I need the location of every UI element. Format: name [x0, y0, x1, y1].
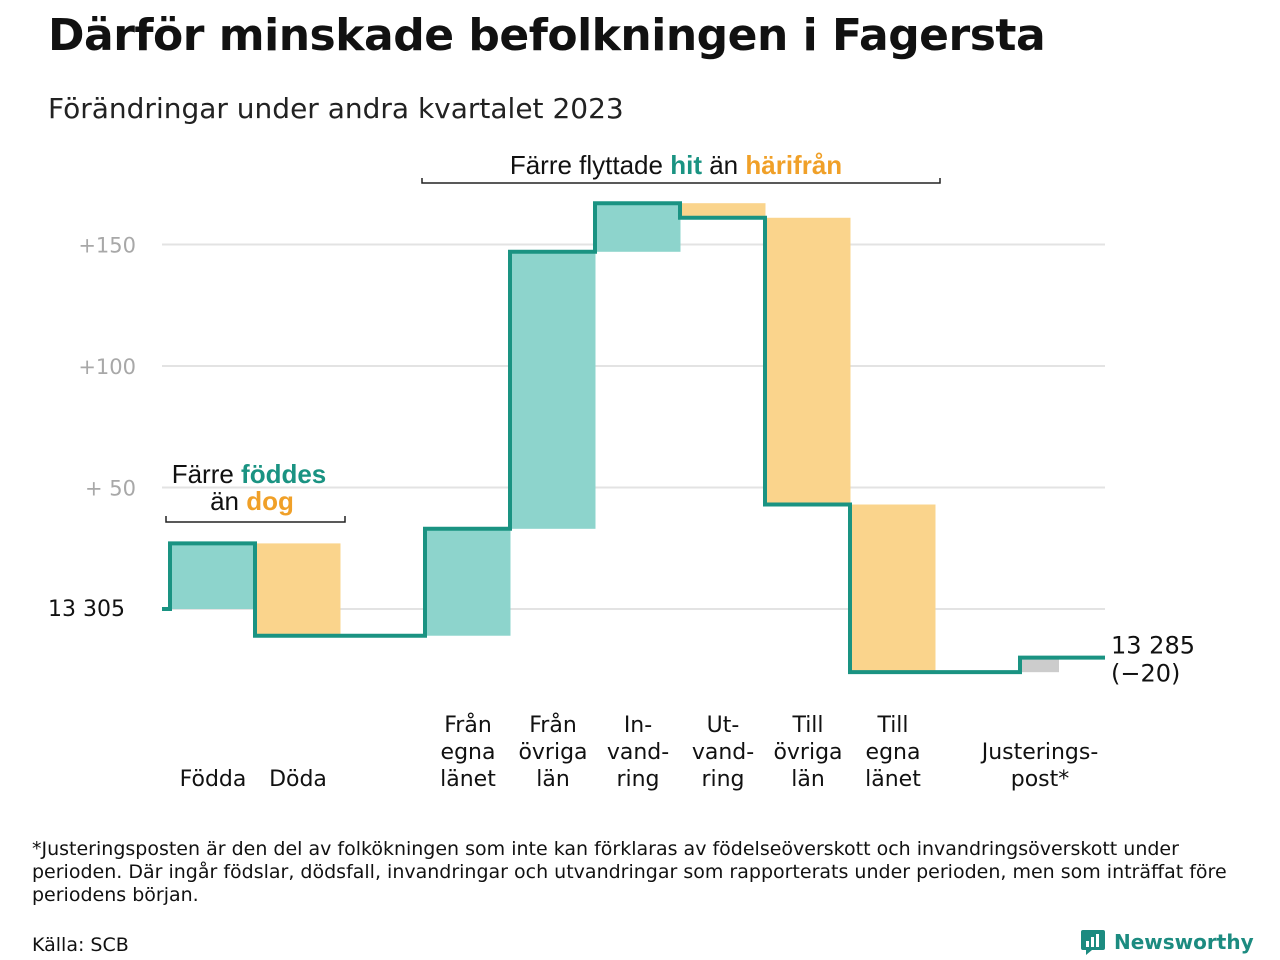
- category-label: Ut-: [707, 713, 740, 738]
- category-label: län: [791, 767, 825, 792]
- category-label: Justerings-: [980, 740, 1099, 765]
- newsworthy-logo-icon: [1081, 930, 1105, 955]
- bar-1: [170, 543, 256, 609]
- footnote: *Justeringsposten är den del av folkökni…: [32, 838, 1227, 906]
- annotation-part: dog: [246, 486, 294, 516]
- category-label: Till: [876, 713, 908, 738]
- category-label: vand-: [692, 740, 754, 765]
- category-label: övriga: [773, 740, 842, 765]
- bar-4: [510, 251, 596, 529]
- category-label: Födda: [180, 767, 247, 792]
- source-label: Källa: SCB: [32, 934, 129, 956]
- bar-5: [595, 203, 681, 252]
- bar-7: [765, 217, 851, 505]
- bar-9: [1021, 657, 1059, 673]
- category-label: länet: [865, 767, 921, 792]
- start-value-label: 13 305: [48, 597, 125, 622]
- y-tick-label: +100: [78, 355, 136, 379]
- category-label: Från: [444, 712, 492, 738]
- category-label: post*: [1011, 767, 1070, 792]
- end-value-label: 13 285: [1111, 632, 1195, 660]
- annotation-part: Färre flyttade: [510, 150, 670, 180]
- annotation-births-bracket: [165, 516, 346, 523]
- category-label: ring: [701, 767, 744, 792]
- bar-6: [680, 203, 766, 218]
- category-label: In-: [624, 713, 652, 738]
- bar-8: [850, 504, 936, 673]
- bars-group: [170, 203, 1059, 673]
- bar-2: [255, 543, 341, 636]
- category-label: Från: [529, 712, 577, 738]
- category-label: övriga: [518, 740, 587, 765]
- annotation-part: Färre: [172, 459, 241, 489]
- annotation-part: föddes: [241, 459, 326, 489]
- category-label: egna: [441, 740, 496, 765]
- annotation-moves-bracket: [421, 178, 941, 184]
- annotation-part: än: [702, 150, 745, 180]
- end-change-label: (−20): [1111, 660, 1180, 688]
- chart-title: Därför minskade befolkningen i Fagersta: [48, 10, 1046, 61]
- brand-name: Newsworthy: [1114, 930, 1254, 954]
- category-label: vand-: [607, 740, 669, 765]
- category-label: län: [536, 767, 570, 792]
- chart-subtitle: Förändringar under andra kvartalet 2023: [48, 92, 624, 125]
- y-tick-label: + 50: [85, 477, 136, 501]
- cumulative-step-line: [162, 201, 1105, 675]
- category-label: Till: [791, 713, 823, 738]
- category-label: egna: [866, 740, 921, 765]
- category-label: Döda: [269, 767, 327, 792]
- annotation-part: hit: [670, 150, 702, 180]
- waterfall-chart: + 50 +100 +150 13 305 13 285(−20) Födda Döda Fr…: [48, 150, 1195, 792]
- annotation-births-line2: än dog: [210, 486, 294, 516]
- annotation-part: än: [210, 486, 246, 516]
- y-tick-label: +150: [78, 234, 136, 258]
- brand-logo[interactable]: Newsworthy: [1080, 928, 1254, 956]
- annotation-births-line1: Färre föddes: [172, 459, 327, 489]
- category-label: länet: [440, 767, 496, 792]
- annotation-moves: Färre flyttade hit än härifrån: [510, 150, 842, 180]
- category-label: ring: [616, 767, 659, 792]
- bar-3: [425, 528, 511, 636]
- annotation-part: härifrån: [745, 150, 842, 180]
